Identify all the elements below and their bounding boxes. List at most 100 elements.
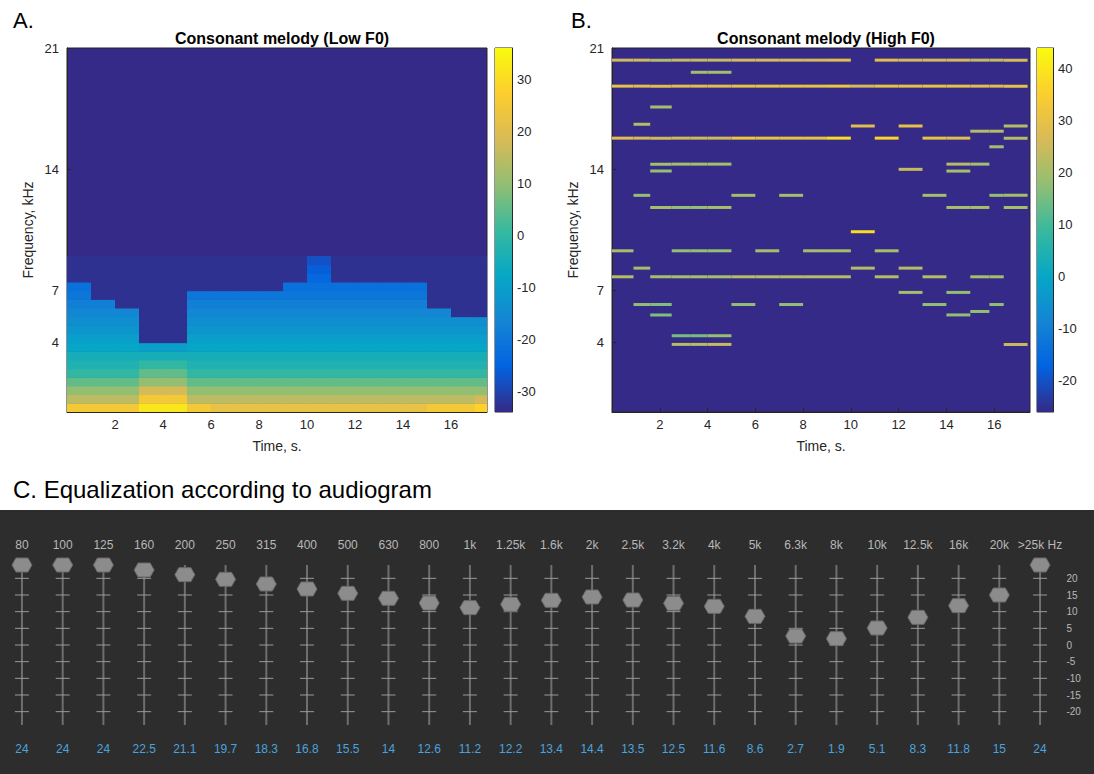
svg-text:16: 16 (444, 417, 458, 432)
svg-text:11.8: 11.8 (947, 742, 970, 756)
svg-text:-20: -20 (517, 332, 536, 347)
svg-text:630: 630 (378, 538, 398, 552)
svg-text:12.5: 12.5 (662, 742, 686, 756)
svg-text:4: 4 (52, 335, 59, 350)
svg-text:24: 24 (1033, 742, 1047, 756)
svg-text:20: 20 (1066, 573, 1078, 584)
svg-text:A.: A. (13, 8, 34, 33)
svg-text:1.9: 1.9 (828, 742, 845, 756)
svg-text:1.25k: 1.25k (496, 538, 526, 552)
svg-text:11.6: 11.6 (703, 742, 726, 756)
svg-text:24: 24 (97, 742, 111, 756)
svg-text:-5: -5 (1066, 656, 1075, 667)
svg-text:2: 2 (656, 417, 663, 432)
svg-text:16k: 16k (949, 538, 969, 552)
svg-text:0: 0 (1066, 640, 1072, 651)
svg-text:2.7: 2.7 (787, 742, 804, 756)
svg-text:15: 15 (1066, 590, 1078, 601)
svg-text:8.3: 8.3 (910, 742, 927, 756)
svg-text:-30: -30 (517, 384, 536, 399)
svg-text:21.1: 21.1 (173, 742, 197, 756)
svg-text:100: 100 (53, 538, 73, 552)
svg-text:>25k Hz: >25k Hz (1018, 538, 1062, 552)
svg-text:12.6: 12.6 (418, 742, 442, 756)
svg-text:14.4: 14.4 (580, 742, 604, 756)
svg-text:10: 10 (1066, 606, 1078, 617)
svg-text:2: 2 (111, 417, 118, 432)
svg-text:-10: -10 (517, 280, 536, 295)
svg-text:Consonant melody (High F0): Consonant melody (High F0) (717, 30, 935, 47)
svg-text:4k: 4k (708, 538, 722, 552)
svg-text:B.: B. (571, 8, 592, 33)
svg-text:Time, s.: Time, s. (252, 438, 301, 454)
svg-text:-15: -15 (1066, 690, 1081, 701)
svg-text:22.5: 22.5 (132, 742, 156, 756)
svg-text:10: 10 (1058, 217, 1072, 232)
svg-text:10: 10 (300, 417, 314, 432)
svg-text:8k: 8k (830, 538, 844, 552)
svg-text:5: 5 (1066, 623, 1072, 634)
svg-text:1k: 1k (464, 538, 478, 552)
svg-text:2.5k: 2.5k (621, 538, 645, 552)
svg-text:12: 12 (891, 417, 905, 432)
svg-text:20k: 20k (990, 538, 1010, 552)
svg-text:500: 500 (338, 538, 358, 552)
svg-text:10: 10 (517, 176, 531, 191)
svg-text:30: 30 (1058, 113, 1072, 128)
svg-text:15.5: 15.5 (336, 742, 360, 756)
svg-text:19.7: 19.7 (214, 742, 238, 756)
svg-text:13.5: 13.5 (621, 742, 645, 756)
svg-text:8: 8 (255, 417, 262, 432)
svg-text:24: 24 (15, 742, 29, 756)
svg-text:14: 14 (590, 162, 604, 177)
svg-text:5.1: 5.1 (869, 742, 886, 756)
svg-text:12.2: 12.2 (499, 742, 523, 756)
svg-text:7: 7 (52, 283, 59, 298)
svg-text:16: 16 (987, 417, 1001, 432)
svg-text:7: 7 (597, 283, 604, 298)
svg-text:6: 6 (207, 417, 214, 432)
svg-text:4: 4 (704, 417, 711, 432)
svg-text:125: 125 (93, 538, 113, 552)
svg-text:-10: -10 (1058, 321, 1077, 336)
svg-text:0: 0 (517, 228, 524, 243)
svg-text:21: 21 (45, 41, 59, 56)
svg-text:4: 4 (597, 335, 604, 350)
svg-text:10: 10 (844, 417, 858, 432)
svg-text:-20: -20 (1058, 373, 1077, 388)
svg-text:-20: -20 (1066, 706, 1081, 717)
svg-text:24: 24 (56, 742, 70, 756)
svg-text:400: 400 (297, 538, 317, 552)
svg-text:14: 14 (45, 162, 59, 177)
svg-text:14: 14 (939, 417, 953, 432)
svg-text:10k: 10k (867, 538, 887, 552)
svg-text:5k: 5k (749, 538, 763, 552)
svg-text:-10: -10 (1066, 673, 1081, 684)
svg-text:0: 0 (1058, 269, 1065, 284)
svg-text:14: 14 (396, 417, 410, 432)
svg-text:30: 30 (517, 72, 531, 87)
svg-text:800: 800 (419, 538, 439, 552)
svg-text:315: 315 (256, 538, 276, 552)
svg-text:13.4: 13.4 (540, 742, 564, 756)
svg-text:14: 14 (382, 742, 396, 756)
svg-text:C. Equalization according to a: C. Equalization according to audiogram (13, 476, 432, 503)
svg-text:Consonant melody (Low F0): Consonant melody (Low F0) (175, 30, 389, 47)
svg-text:20: 20 (517, 124, 531, 139)
svg-text:Frequency, kHz: Frequency, kHz (20, 182, 36, 279)
svg-text:2k: 2k (586, 538, 600, 552)
svg-text:Frequency, kHz: Frequency, kHz (565, 182, 581, 279)
svg-text:80: 80 (15, 538, 29, 552)
svg-text:21: 21 (590, 41, 604, 56)
svg-text:Time, s.: Time, s. (796, 438, 845, 454)
svg-text:12: 12 (348, 417, 362, 432)
svg-text:8: 8 (799, 417, 806, 432)
svg-text:16.8: 16.8 (295, 742, 319, 756)
svg-text:15: 15 (993, 742, 1007, 756)
svg-text:12.5k: 12.5k (903, 538, 933, 552)
svg-text:250: 250 (216, 538, 236, 552)
svg-text:160: 160 (134, 538, 154, 552)
svg-text:20: 20 (1058, 165, 1072, 180)
svg-text:200: 200 (175, 538, 195, 552)
svg-text:6.3k: 6.3k (784, 538, 808, 552)
